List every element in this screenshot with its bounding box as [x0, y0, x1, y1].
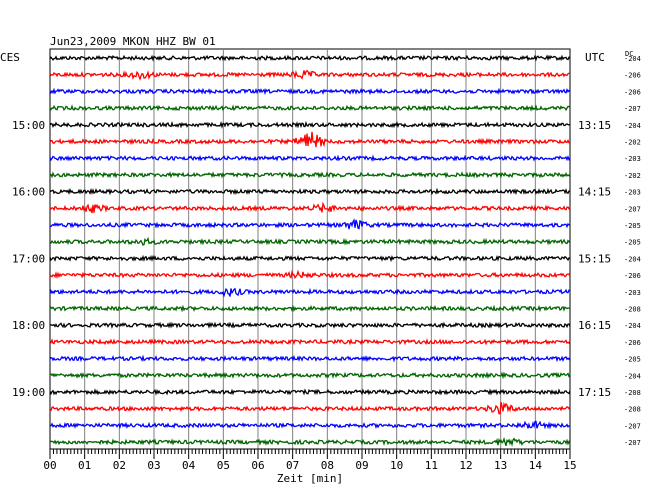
dc-offset-label: -206 — [624, 88, 641, 96]
dc-offset-label: -204 — [624, 372, 641, 380]
dc-offset-label: -206 — [624, 339, 641, 347]
trace-row — [49, 69, 571, 81]
trace-row — [49, 304, 571, 313]
trace-row — [49, 254, 571, 263]
left-hour-label: 17:00 — [12, 252, 45, 265]
dc-offset-label: -204 — [624, 122, 641, 130]
trace-row — [49, 187, 571, 196]
dc-offset-label: -203 — [624, 289, 641, 297]
dc-offset-label: -205 — [624, 239, 641, 247]
trace-row — [49, 321, 571, 329]
left-hour-label: 16:00 — [12, 186, 45, 199]
trace-row — [49, 54, 571, 62]
x-tick-label: 14 — [529, 459, 543, 472]
right-hour-label: 16:15 — [578, 319, 611, 332]
header-title: Jun23,2009 MKON HHZ BW 01 — [50, 35, 216, 48]
x-tick-label: 12 — [459, 459, 472, 472]
dc-label: DC — [625, 50, 633, 58]
dc-offset-label: -203 — [624, 189, 641, 197]
trace-row — [49, 371, 571, 380]
x-tick-label: 00 — [43, 459, 56, 472]
dc-offset-label: -207 — [624, 105, 641, 113]
dc-offset-label: -203 — [624, 155, 641, 163]
x-tick-label: 10 — [390, 459, 403, 472]
trace-row — [49, 287, 571, 298]
left-zone-label: CES — [0, 51, 20, 64]
right-hour-label: 14:15 — [578, 186, 611, 199]
trace-row — [49, 436, 571, 447]
right-hour-label: 13:15 — [578, 119, 611, 132]
dc-offset-label: -204 — [624, 255, 641, 263]
left-hour-label: 18:00 — [12, 319, 45, 332]
dc-offset-label: -206 — [624, 72, 641, 80]
x-tick-label: 07 — [286, 459, 299, 472]
dc-offset-label: -206 — [624, 272, 641, 280]
x-axis-label: Zeit [min] — [277, 472, 343, 485]
x-tick-label: 13 — [494, 459, 507, 472]
trace-row — [49, 401, 571, 415]
trace-row — [49, 171, 571, 179]
x-tick-label: 03 — [147, 459, 160, 472]
right-hour-label: 17:15 — [578, 386, 611, 399]
x-axis: 00 01 02 03 04 05 06 07 08 09 10 11 12 13 14 15 — [43, 448, 577, 472]
dc-offset-label: -207 — [624, 422, 641, 430]
x-tick-label: 06 — [251, 459, 264, 472]
left-hour-label: 19:00 — [12, 386, 45, 399]
x-tick-label: 08 — [321, 459, 334, 472]
x-tick-label: 02 — [113, 459, 126, 472]
dc-offset-label: -205 — [624, 356, 641, 364]
dc-offset-label: -205 — [624, 222, 641, 230]
dc-offset-label: -208 — [624, 389, 641, 397]
trace-row — [49, 104, 571, 112]
row-labels: 15:00 16:00 17:00 18:00 19:00 13:15 14:15 15:15… — [12, 55, 641, 447]
dc-offset-label: -202 — [624, 172, 641, 180]
right-hour-label: 15:15 — [578, 252, 611, 265]
dc-offset-label: -207 — [624, 439, 641, 447]
trace-row — [49, 87, 571, 96]
dc-offset-label: -207 — [624, 205, 641, 213]
x-tick-label: 11 — [425, 459, 438, 472]
left-hour-label: 15:00 — [12, 119, 45, 132]
x-tick-label: 05 — [217, 459, 230, 472]
x-tick-label: 15 — [563, 459, 576, 472]
dc-offset-label: -204 — [624, 322, 641, 330]
trace-row — [49, 236, 571, 246]
trace-row — [49, 120, 571, 129]
trace-row — [49, 269, 571, 280]
trace-row — [50, 218, 571, 230]
trace-row — [49, 420, 571, 430]
traces — [49, 54, 571, 447]
trace-row — [49, 131, 571, 148]
trace-row — [49, 201, 571, 214]
trace-row — [49, 154, 571, 162]
x-tick-label: 04 — [182, 459, 196, 472]
x-tick-label: 09 — [355, 459, 368, 472]
right-zone-label: UTC — [585, 51, 605, 64]
x-tick-label: 01 — [78, 459, 91, 472]
dc-offset-label: -208 — [624, 406, 641, 414]
dc-offset-label: -208 — [624, 306, 641, 314]
grid-lines — [49, 48, 571, 450]
trace-row — [49, 388, 571, 396]
trace-row — [49, 354, 571, 363]
trace-row — [49, 338, 571, 346]
dc-offset-label: -202 — [624, 139, 641, 147]
dc-offset-label: -204 — [624, 55, 641, 63]
